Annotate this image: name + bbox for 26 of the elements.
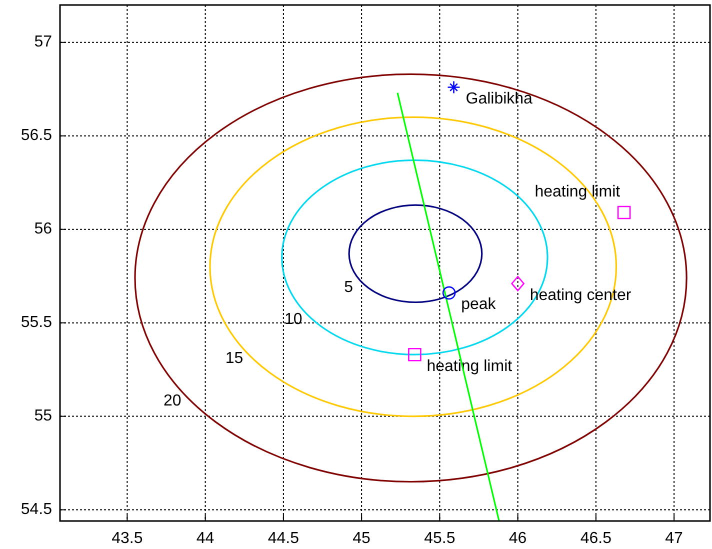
x-tick-label: 45.5: [424, 530, 456, 547]
y-tick-label: 56: [34, 220, 52, 238]
y-tick-label: 56.5: [20, 127, 52, 144]
annotation: 10: [284, 310, 302, 328]
x-tick-label: 44.5: [268, 530, 300, 547]
x-tick-label: 45: [352, 530, 371, 547]
point: [617, 206, 631, 220]
annotation: 5: [344, 279, 354, 296]
annotation: heating limit: [534, 184, 621, 201]
x-tick-label: 44: [196, 530, 214, 547]
point: [442, 286, 456, 300]
annotation: 20: [164, 392, 182, 410]
point: [511, 276, 524, 292]
point: [408, 348, 422, 362]
y-tick-label: 54.5: [20, 501, 52, 518]
y-tick-label: 57: [34, 34, 52, 51]
annotation: peak: [461, 296, 497, 314]
y-tick-label: 55.5: [20, 314, 52, 332]
x-tick-label: 46: [508, 530, 527, 547]
point: [447, 80, 460, 94]
x-tick-label: 47: [665, 530, 684, 547]
annotation: Galibikha: [466, 90, 533, 108]
x-tick-label: 46.5: [580, 530, 612, 547]
x-tick-label: 43.5: [112, 530, 143, 547]
y-tick-label: 55: [34, 408, 52, 425]
annotation: 15: [225, 350, 244, 368]
